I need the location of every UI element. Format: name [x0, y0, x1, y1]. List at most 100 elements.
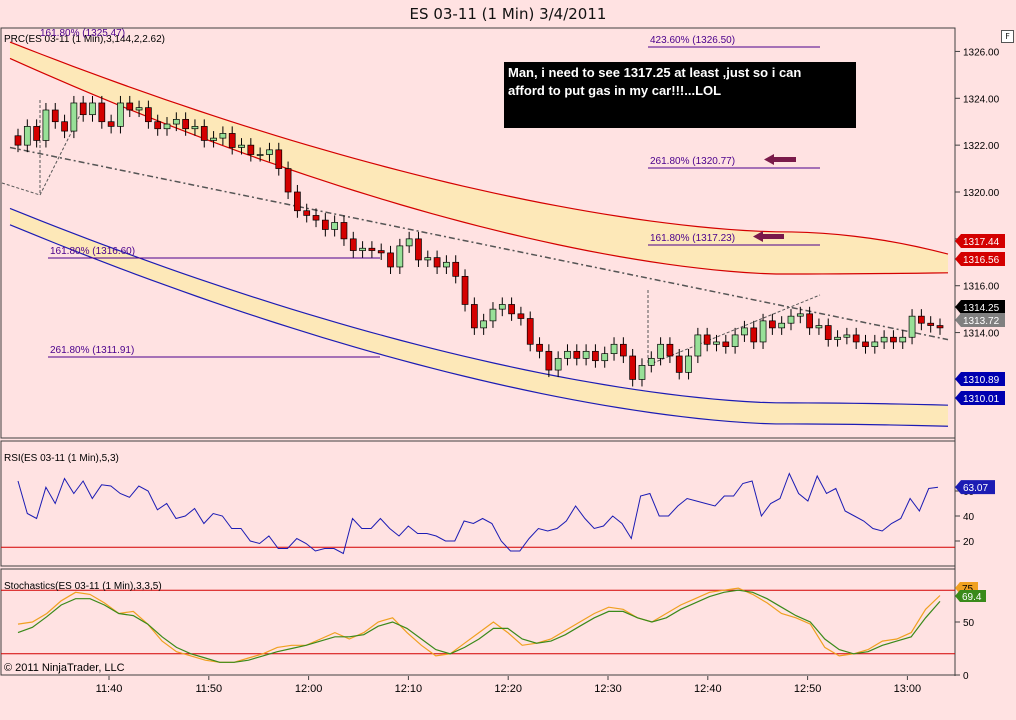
candle-body [741, 327, 748, 336]
candle-body [70, 102, 78, 132]
candle-body [415, 238, 422, 261]
candle-body [731, 334, 739, 347]
candle-body [377, 250, 385, 254]
candle-body [98, 102, 106, 123]
time-tick-label: 13:00 [894, 683, 922, 695]
time-tick-label: 12:30 [594, 683, 622, 695]
candle-body [573, 350, 581, 359]
candle-body [145, 107, 152, 123]
fib-label: 423.60% (1326.50) [650, 35, 735, 46]
candle-body [349, 238, 357, 251]
annotation-text: Man, i need to see 1317.25 at least ,jus… [508, 65, 801, 98]
candle-body [890, 336, 897, 343]
candle-body [620, 343, 627, 357]
price-marker-value: 1310.01 [963, 394, 1000, 405]
rsi-panel [0, 440, 956, 567]
candle-body [936, 325, 944, 329]
price-tick-label: 1324.00 [963, 94, 1000, 105]
stoch-tick-label: 50 [963, 618, 975, 629]
time-tick-label: 12:50 [794, 683, 822, 695]
rsi-panel-label: RSI(ES 03-11 (1 Min),5,3) [4, 453, 119, 464]
fib-top-left-label: 161.80% (1325.47) [40, 28, 125, 39]
candle-body [685, 355, 692, 373]
candle-body [545, 350, 553, 371]
candle-body [443, 261, 450, 268]
candle-body [368, 247, 376, 251]
middle-line [9, 146, 949, 341]
price-markers: 1317.44 1316.56 1314.25 1313.72 1310.89 1310.… [955, 234, 1005, 405]
candle-body [182, 119, 189, 130]
fib-label: 261.80% (1311.91) [50, 345, 134, 356]
candle-body [489, 308, 497, 322]
candle-body [42, 109, 50, 141]
candle-body [517, 313, 525, 319]
candle-body [387, 252, 394, 268]
arrow-icon [753, 231, 784, 242]
candle-body [200, 126, 208, 141]
price-bands [9, 41, 949, 427]
price-marker [955, 234, 1005, 248]
price-marker-value: 1314.25 [963, 303, 1000, 314]
candle-body [713, 341, 720, 345]
candle-body [452, 261, 460, 277]
fib-label: 161.80% (1317.23) [650, 233, 735, 244]
price-tick-label: 1322.00 [963, 141, 1000, 152]
rsi-tick-label: 20 [963, 537, 975, 548]
fib-label: 261.80% (1320.77) [650, 156, 735, 167]
candle-body [89, 102, 96, 116]
candle-body [675, 355, 683, 373]
candle-body [266, 149, 273, 155]
candle-body [778, 322, 786, 329]
candle-body [275, 149, 283, 169]
fib-label: 161.80% (1316.60) [50, 246, 135, 257]
candle-body [508, 304, 515, 315]
annotation-line: Man, i need to see 1317.25 at least ,jus… [508, 65, 801, 80]
time-axis: 11:40 11:50 12:00 12:10 12:20 12:30 12:40 12:50… [96, 676, 922, 695]
price-marker [955, 252, 1005, 266]
candle-body [340, 222, 348, 240]
candle-body [703, 334, 711, 345]
format-button[interactable]: F [1001, 30, 1014, 43]
candle-body [526, 318, 534, 345]
candle-body [405, 238, 413, 247]
time-tick-label: 12:10 [395, 683, 423, 695]
candle-body [238, 144, 245, 148]
candle-body [899, 336, 907, 343]
candle-body [592, 350, 599, 362]
candle-body [172, 119, 180, 125]
lower-band-outer-line [9, 207, 949, 406]
candle-body [470, 304, 478, 329]
candle-body [638, 365, 646, 380]
candle-body [536, 343, 543, 352]
candle-body [750, 327, 758, 343]
price-marker [955, 391, 1005, 405]
candle-body [647, 357, 655, 366]
stoch-tick-label: 0 [963, 671, 969, 682]
rsi-marker-value: 63.07 [963, 483, 988, 494]
candle-body [154, 121, 162, 130]
candle-body [554, 357, 562, 371]
time-tick-label: 12:00 [295, 683, 323, 695]
price-marker [955, 313, 1005, 327]
candle-body [247, 144, 255, 155]
candle-body [424, 257, 432, 261]
candle-body [694, 334, 702, 357]
rsi-tick-label: 40 [963, 512, 975, 523]
candle-body [51, 109, 59, 123]
stoch-d-value: 69.4 [962, 592, 982, 603]
copyright-text: © 2011 NinjaTrader, LLC [4, 662, 125, 674]
price-marker-value: 1316.56 [963, 255, 1000, 266]
upper-band-outer-line [9, 41, 949, 255]
candle-body [796, 313, 804, 317]
candle-body [61, 121, 68, 132]
candle-body [312, 215, 320, 221]
candle-body [135, 107, 143, 111]
upper-band-fill [10, 42, 948, 274]
candle-body [14, 135, 22, 146]
annotation-box [504, 62, 856, 128]
candle-body [461, 275, 469, 305]
drawing-line [647, 294, 821, 366]
price-tick-label: 1326.00 [963, 47, 1000, 58]
candle-body [815, 325, 823, 329]
